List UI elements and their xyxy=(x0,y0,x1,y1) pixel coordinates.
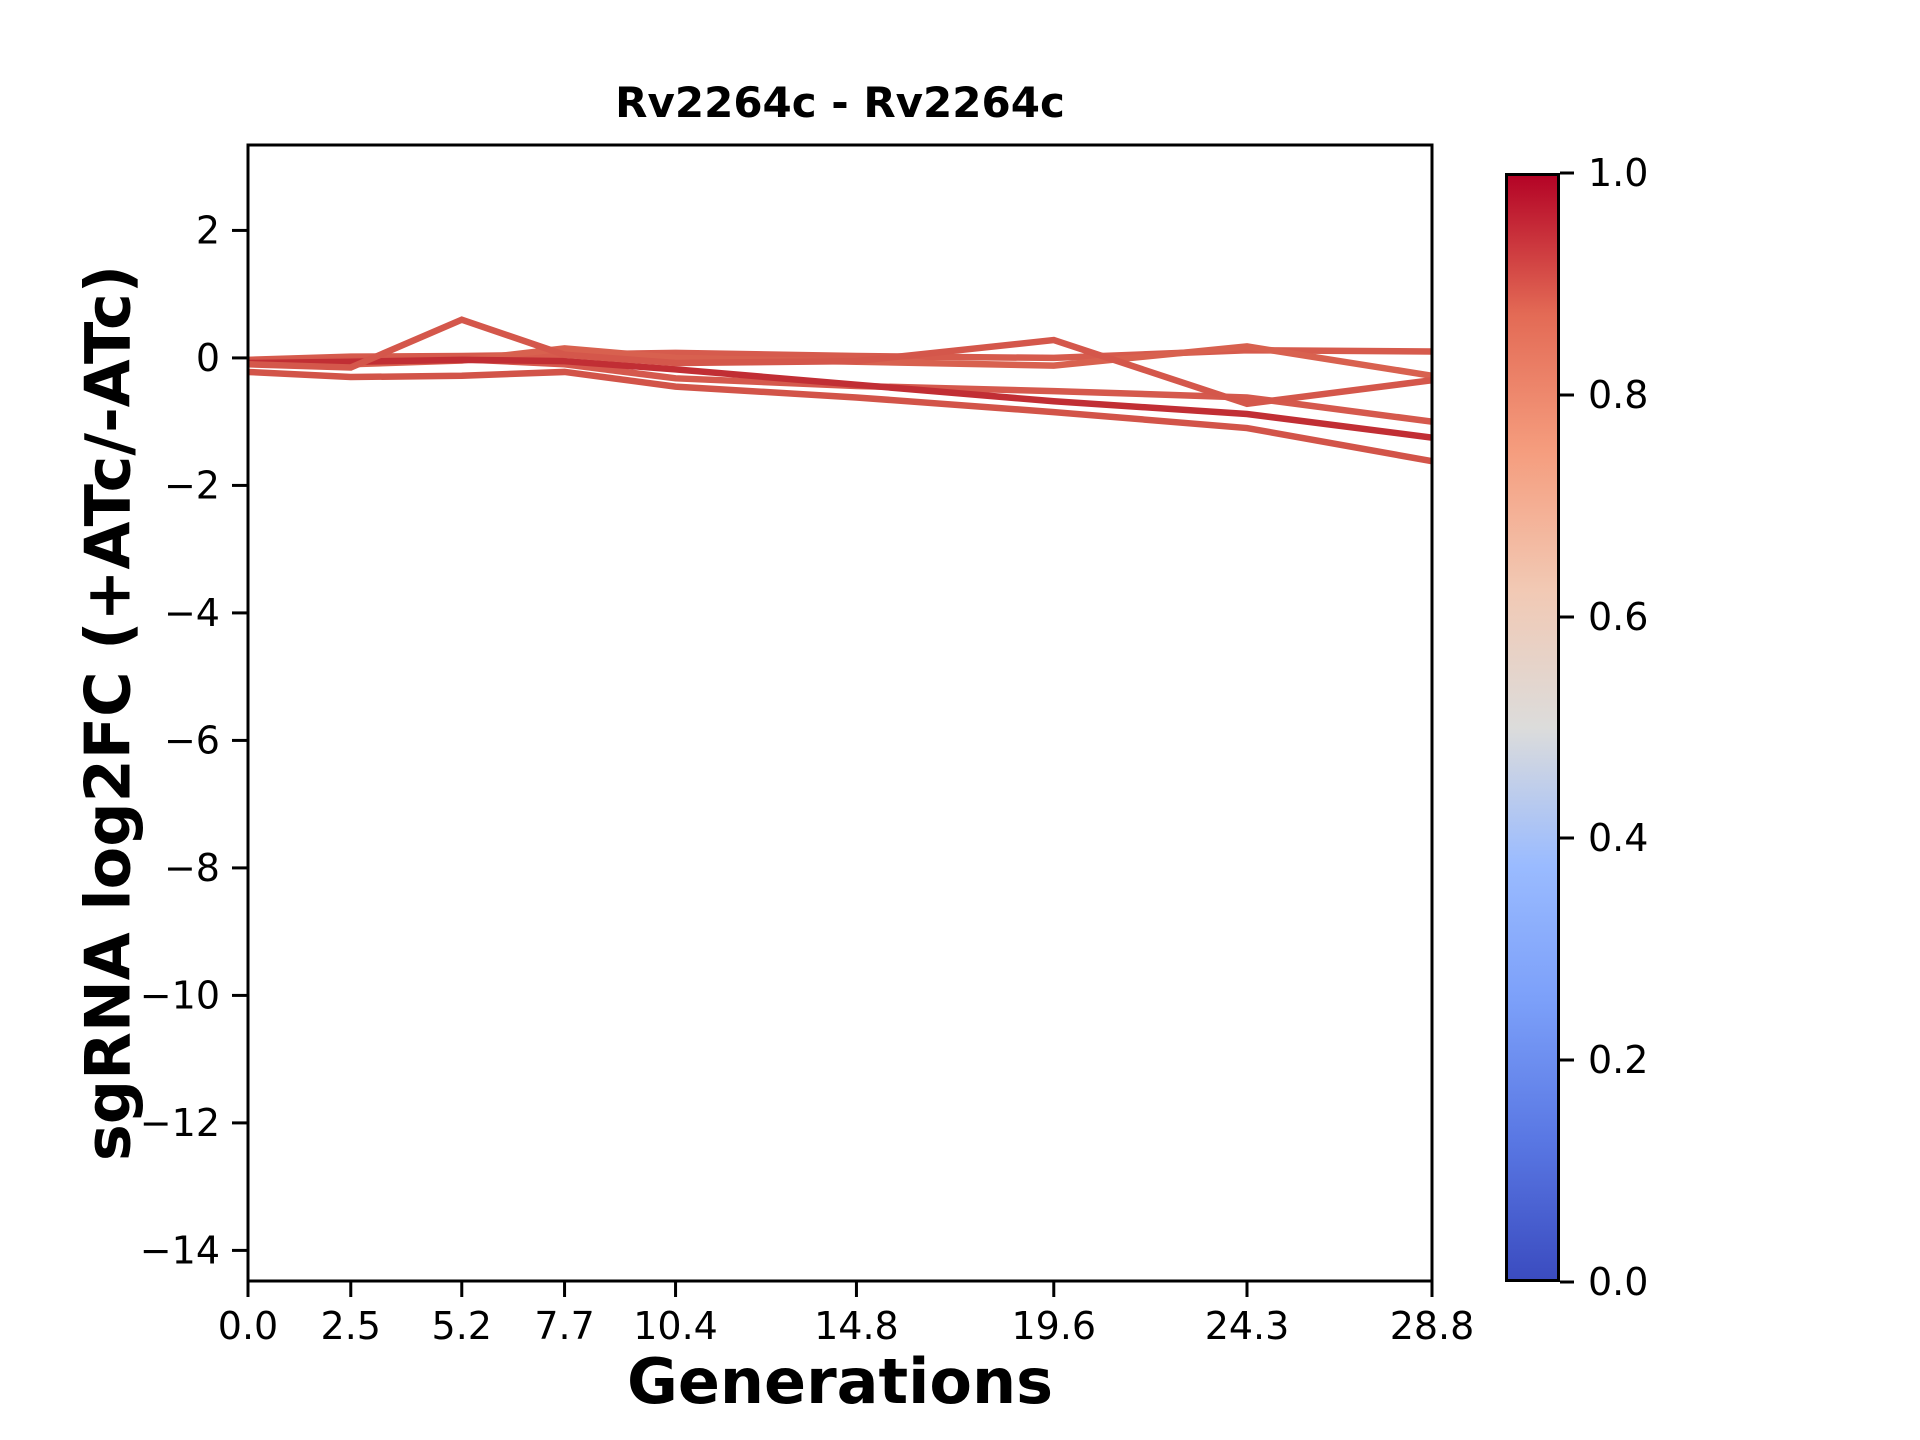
y-tick-label: −8 xyxy=(164,846,220,890)
plot-frame xyxy=(246,143,1434,1283)
y-tick-label: −10 xyxy=(140,973,220,1017)
colorbar-tick-mark xyxy=(1560,393,1574,397)
colorbar-tick-mark xyxy=(1560,1058,1574,1062)
chart-title: Rv2264c - Rv2264c xyxy=(615,78,1065,127)
data-line-6 xyxy=(248,368,1432,465)
x-tick-label: 14.8 xyxy=(814,1304,899,1348)
y-tick-label: −14 xyxy=(140,1228,220,1272)
y-tick-label: −4 xyxy=(164,591,220,635)
x-tick-label: 10.4 xyxy=(633,1304,718,1348)
y-tick-label: −2 xyxy=(164,463,220,507)
y-tick-label: 0 xyxy=(196,336,220,380)
colorbar-tick-label: 0.2 xyxy=(1588,1038,1649,1083)
colorbar xyxy=(1505,173,1560,1282)
x-tick-label: 28.8 xyxy=(1390,1304,1475,1348)
x-tick-label: 24.3 xyxy=(1205,1304,1290,1348)
y-tick-label: 2 xyxy=(196,208,220,252)
y-tick-label: −6 xyxy=(164,718,220,762)
colorbar-tick-mark xyxy=(1560,1280,1574,1284)
data-line-5 xyxy=(248,356,1432,441)
x-tick-label: 19.6 xyxy=(1011,1304,1096,1348)
colorbar-tick-mark xyxy=(1560,836,1574,840)
x-tick-label: 7.7 xyxy=(534,1304,594,1348)
colorbar-tick-label: 0.4 xyxy=(1588,816,1649,861)
colorbar-tick-label: 0.6 xyxy=(1588,594,1649,639)
x-tick-label: 0.0 xyxy=(218,1304,278,1348)
colorbar-tick-label: 0.0 xyxy=(1588,1260,1649,1304)
colorbar-tick-mark xyxy=(1560,615,1574,619)
x-tick-label: 5.2 xyxy=(432,1304,492,1348)
colorbar-tick-label: 0.8 xyxy=(1588,372,1649,417)
colorbar-tick-mark xyxy=(1560,171,1574,175)
x-axis-label: Generations xyxy=(626,1345,1054,1418)
colorbar-tick-label: 1.0 xyxy=(1588,151,1649,195)
y-tick-label: −12 xyxy=(140,1101,220,1145)
data-line-2 xyxy=(248,316,1432,408)
x-tick-label: 2.5 xyxy=(321,1304,381,1348)
